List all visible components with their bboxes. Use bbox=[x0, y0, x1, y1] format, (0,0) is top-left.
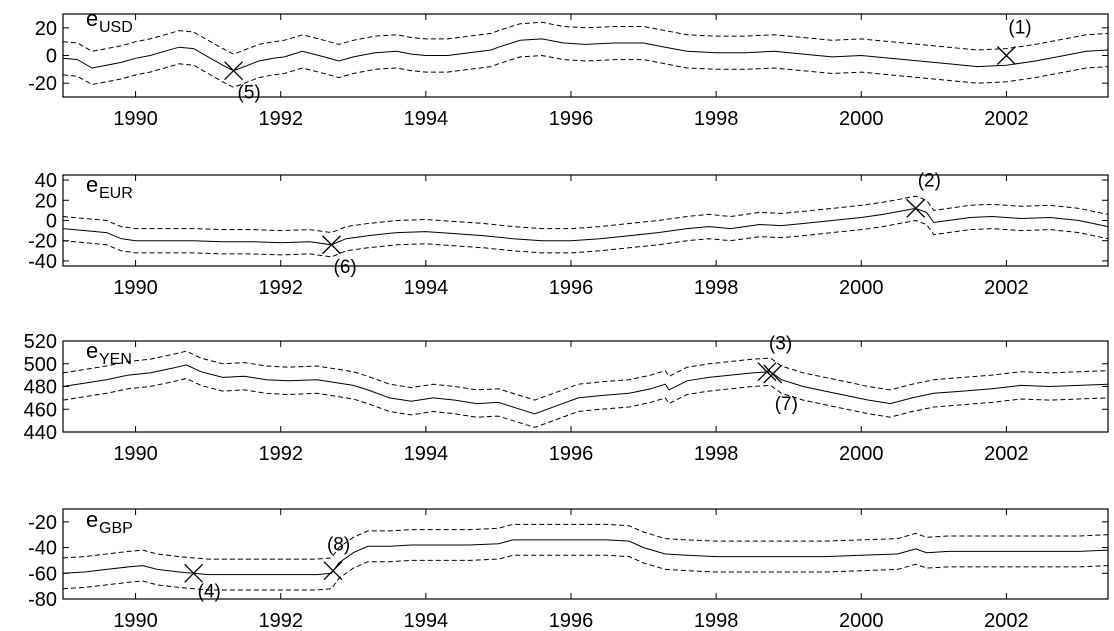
y-tick-label: -20 bbox=[28, 73, 57, 95]
estimate-line bbox=[62, 539, 1109, 576]
break-marker bbox=[996, 46, 1016, 65]
x-tick-label: 1996 bbox=[549, 277, 594, 299]
x-tick-label: 2000 bbox=[839, 108, 884, 130]
x-tick-label: 1994 bbox=[404, 443, 449, 465]
break-annotation: (3) bbox=[769, 334, 792, 355]
y-tick-label: 40 bbox=[35, 170, 57, 192]
x-tick-label: 1996 bbox=[549, 610, 594, 631]
upper-band-line bbox=[62, 21, 1109, 55]
plot-frame bbox=[62, 340, 1109, 433]
y-tick-label: 20 bbox=[35, 18, 57, 40]
x-tick-label: 1992 bbox=[258, 108, 303, 130]
x-tick-label: 1992 bbox=[258, 610, 303, 631]
break-marker bbox=[323, 561, 343, 581]
x-tick-label: 2002 bbox=[984, 610, 1029, 631]
y-tick-label: 460 bbox=[24, 399, 57, 421]
y-tick-label: 520 bbox=[24, 331, 57, 353]
x-tick-label: 1990 bbox=[113, 277, 158, 299]
break-annotation: (7) bbox=[775, 394, 798, 415]
upper-band-line bbox=[62, 195, 1109, 234]
lower-band-line bbox=[62, 377, 1109, 428]
break-annotation: (5) bbox=[238, 83, 261, 104]
panel-label: e bbox=[86, 338, 98, 363]
break-annotation: (2) bbox=[918, 170, 941, 191]
x-tick-label: 1998 bbox=[694, 108, 739, 130]
x-tick-label: 1990 bbox=[113, 443, 158, 465]
x-tick-label: 2002 bbox=[984, 277, 1029, 299]
x-tick-label: 2000 bbox=[839, 443, 884, 465]
break-marker bbox=[322, 235, 341, 255]
break-marker bbox=[224, 61, 243, 81]
panel-usd: 20 0 -20 1990 1992 1994 1996 1998 2000 2002 (1) (5)… bbox=[28, 6, 1109, 130]
upper-band-line bbox=[62, 523, 1109, 560]
y-tick-label: 500 bbox=[24, 354, 57, 376]
upper-band-line bbox=[62, 350, 1109, 401]
y-tick-label: 0 bbox=[46, 46, 57, 68]
plot-frame bbox=[62, 508, 1109, 600]
x-tick-label: 1992 bbox=[258, 443, 303, 465]
break-marker-stroke bbox=[224, 61, 243, 81]
break-annotation: (1) bbox=[1008, 18, 1031, 39]
estimate-line bbox=[62, 38, 1109, 72]
break-marker bbox=[184, 563, 204, 583]
y-tick-label: 0 bbox=[46, 211, 57, 233]
y-tick-label: -80 bbox=[28, 589, 57, 611]
panel-label-subscript: YEN bbox=[99, 351, 132, 368]
break-marker-stroke bbox=[184, 563, 204, 583]
break-marker bbox=[757, 362, 777, 382]
x-tick-label: 1994 bbox=[404, 108, 449, 130]
break-annotation: (6) bbox=[334, 257, 357, 278]
break-marker-stroke bbox=[996, 46, 1016, 65]
panel-label: e bbox=[86, 172, 98, 197]
break-marker-stroke bbox=[763, 364, 783, 384]
lower-band-line bbox=[62, 219, 1109, 258]
break-marker-stroke bbox=[757, 362, 777, 382]
x-tick-label: 2002 bbox=[984, 108, 1029, 130]
break-marker-stroke bbox=[906, 198, 926, 218]
y-tick-label: 480 bbox=[24, 377, 57, 399]
y-tick-label: -40 bbox=[28, 251, 57, 273]
estimate-line bbox=[62, 364, 1109, 415]
panel-label: e bbox=[86, 507, 98, 532]
panel-label-subscript: EUR bbox=[99, 185, 133, 202]
panel-label-subscript: USD bbox=[99, 19, 133, 36]
x-tick-label: 1996 bbox=[549, 443, 594, 465]
panel-gbp: -20 -40 -60 -80 1990 1992 1994 1996 1998 2000 2002… bbox=[28, 507, 1109, 631]
x-tick-label: 1994 bbox=[404, 277, 449, 299]
panel-label: e bbox=[86, 6, 98, 31]
x-tick-label: 2002 bbox=[984, 443, 1029, 465]
y-tick-label: -60 bbox=[28, 563, 57, 585]
x-tick-label: 1994 bbox=[404, 610, 449, 631]
y-tick-label: -20 bbox=[28, 231, 57, 253]
x-tick-label: 2000 bbox=[839, 277, 884, 299]
x-tick-label: 1998 bbox=[694, 610, 739, 631]
x-tick-label: 1998 bbox=[694, 277, 739, 299]
lower-band-line bbox=[62, 54, 1109, 88]
x-tick-label: 1996 bbox=[549, 108, 594, 130]
x-tick-label: 1990 bbox=[113, 108, 158, 130]
x-tick-label: 1998 bbox=[694, 443, 739, 465]
y-tick-label: 440 bbox=[24, 422, 57, 444]
break-marker bbox=[906, 198, 926, 218]
estimate-line bbox=[62, 207, 1109, 246]
x-tick-label: 2000 bbox=[839, 610, 884, 631]
x-tick-label: 1990 bbox=[113, 610, 158, 631]
plot-frame bbox=[62, 13, 1109, 98]
break-annotation: (4) bbox=[198, 581, 221, 602]
y-tick-label: 20 bbox=[35, 190, 57, 212]
y-tick-label: -20 bbox=[28, 512, 57, 534]
break-marker bbox=[763, 364, 783, 384]
break-annotation: (8) bbox=[327, 535, 350, 556]
y-tick-label: -40 bbox=[28, 538, 57, 560]
lower-band-line bbox=[62, 554, 1109, 591]
panel-label-subscript: GBP bbox=[99, 520, 133, 537]
break-marker-stroke bbox=[323, 561, 343, 581]
break-marker-stroke bbox=[322, 235, 341, 255]
x-tick-label: 1992 bbox=[258, 277, 303, 299]
